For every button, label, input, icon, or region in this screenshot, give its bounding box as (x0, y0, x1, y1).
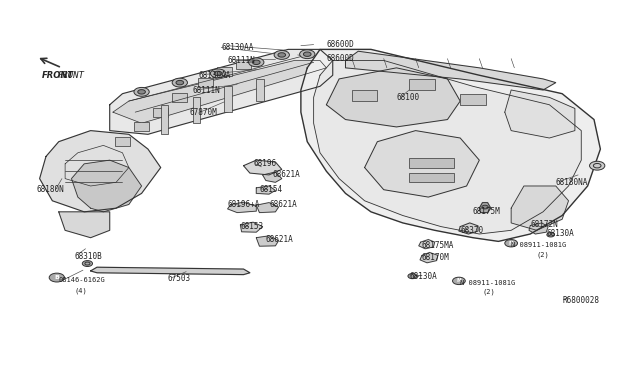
Polygon shape (228, 202, 256, 212)
Text: 68100: 68100 (396, 93, 420, 102)
Bar (460, 94, 486, 105)
Text: 68130A: 68130A (546, 230, 574, 238)
Circle shape (176, 80, 184, 85)
Text: N 08911-1081G: N 08911-1081G (511, 242, 566, 248)
Polygon shape (72, 160, 141, 212)
Text: R6800028: R6800028 (562, 296, 599, 305)
Circle shape (83, 260, 93, 266)
Text: 68180NA: 68180NA (556, 178, 588, 187)
Circle shape (214, 71, 222, 76)
Text: 08146-6162G: 08146-6162G (59, 277, 106, 283)
Text: 68196: 68196 (253, 159, 276, 169)
Circle shape (252, 60, 260, 64)
Text: 68130AA: 68130AA (199, 71, 231, 80)
Text: 68130A: 68130A (409, 272, 437, 281)
Polygon shape (326, 68, 460, 127)
Circle shape (248, 58, 264, 67)
Polygon shape (419, 240, 435, 249)
Text: N 08911-1081G: N 08911-1081G (460, 280, 515, 286)
Text: 68170M: 68170M (422, 253, 450, 263)
Polygon shape (256, 186, 275, 194)
Text: 68310B: 68310B (75, 251, 102, 261)
Bar (198, 78, 213, 87)
Circle shape (49, 273, 65, 282)
Polygon shape (241, 222, 262, 232)
Circle shape (274, 51, 289, 60)
Polygon shape (479, 203, 491, 212)
Polygon shape (256, 203, 278, 212)
Text: 68175M: 68175M (473, 207, 500, 217)
Text: N: N (509, 241, 513, 246)
Bar (161, 105, 168, 134)
Text: 68621A: 68621A (269, 200, 297, 209)
Circle shape (134, 87, 149, 96)
Circle shape (547, 232, 554, 237)
Bar (225, 86, 232, 112)
Text: 68600D: 68600D (326, 41, 354, 49)
Bar (409, 173, 454, 182)
Text: 68130AA: 68130AA (221, 43, 253, 52)
Text: (2): (2) (483, 289, 495, 295)
Polygon shape (459, 223, 478, 234)
Polygon shape (511, 186, 568, 230)
Polygon shape (91, 267, 250, 275)
Polygon shape (109, 49, 333, 134)
Circle shape (211, 69, 226, 78)
Polygon shape (262, 172, 282, 182)
Text: 68111N: 68111N (228, 56, 255, 65)
Circle shape (303, 52, 311, 57)
Text: 68180N: 68180N (36, 185, 64, 194)
Bar (172, 93, 188, 102)
Polygon shape (113, 61, 326, 123)
Bar (153, 108, 168, 116)
Circle shape (408, 273, 417, 279)
Text: (2): (2) (537, 251, 549, 257)
Text: 68154: 68154 (259, 185, 283, 194)
Text: 68196+A: 68196+A (228, 200, 260, 209)
Circle shape (589, 161, 605, 170)
Text: B: B (54, 275, 60, 280)
Polygon shape (346, 51, 556, 90)
Bar (193, 97, 200, 123)
Bar (256, 79, 264, 101)
Text: 68175MA: 68175MA (422, 241, 454, 250)
Polygon shape (420, 253, 438, 263)
Bar (115, 137, 130, 146)
Bar (217, 67, 232, 76)
Bar (134, 122, 149, 131)
Text: 68153: 68153 (241, 222, 264, 231)
Polygon shape (256, 236, 278, 246)
Text: 67503: 67503 (167, 274, 190, 283)
Circle shape (172, 78, 188, 87)
Text: FRONT: FRONT (58, 71, 84, 80)
Text: 68370: 68370 (460, 226, 483, 235)
Circle shape (278, 53, 285, 57)
Circle shape (300, 50, 315, 59)
Polygon shape (314, 61, 581, 234)
Text: FRONT: FRONT (42, 71, 74, 80)
Bar (409, 158, 454, 167)
Circle shape (482, 205, 488, 209)
Circle shape (505, 240, 518, 247)
Text: (4): (4) (75, 288, 88, 295)
Polygon shape (59, 212, 109, 238)
Polygon shape (40, 131, 161, 212)
Text: 68621A: 68621A (272, 170, 300, 179)
Polygon shape (365, 131, 479, 197)
Bar (352, 90, 378, 101)
Circle shape (452, 277, 465, 285)
Text: 68621A: 68621A (266, 235, 294, 244)
Polygon shape (529, 223, 548, 234)
Bar (409, 79, 435, 90)
Polygon shape (301, 49, 600, 241)
Text: 67870M: 67870M (189, 108, 217, 117)
Text: 68172N: 68172N (531, 220, 558, 229)
Polygon shape (505, 90, 575, 138)
Polygon shape (244, 160, 282, 175)
Circle shape (138, 90, 145, 94)
Text: 68111N: 68111N (193, 86, 220, 94)
Text: 68600D: 68600D (326, 54, 354, 63)
Text: N: N (456, 278, 461, 283)
Bar (236, 60, 251, 68)
